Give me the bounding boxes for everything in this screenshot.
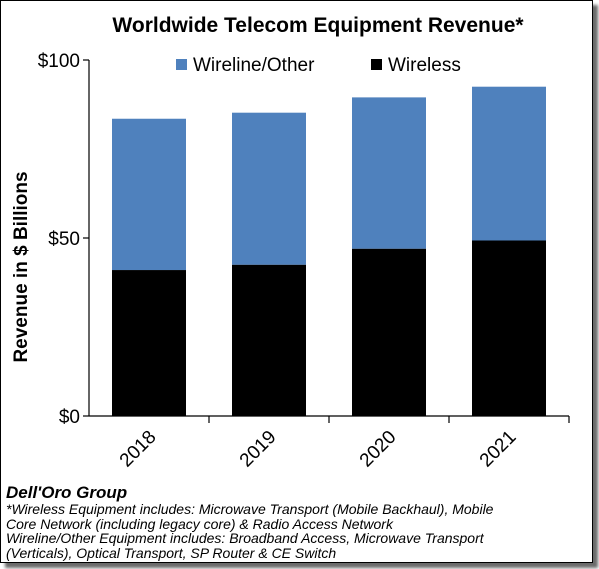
bar-wireline-other-2019 <box>232 112 306 265</box>
bar-wireless-2021 <box>472 240 546 416</box>
legend-label-wireless: Wireless <box>388 55 461 76</box>
plot-area: $0 $50 $100 2018 2019 2020 2021 <box>38 51 570 472</box>
legend-label-wireline-other: Wireline/Other <box>193 55 315 76</box>
y-tick-label: $0 <box>59 407 80 428</box>
bar-wireline-other-2018 <box>112 118 186 271</box>
bar-wireline-other-2021 <box>472 86 546 241</box>
bar-wireless-2019 <box>232 264 306 416</box>
legend-swatch-wireline-other <box>176 59 187 70</box>
y-tick-label: $50 <box>48 229 80 250</box>
y-axis-label: Revenue in $ Billions <box>11 171 32 362</box>
x-tick-label: 2020 <box>356 427 401 472</box>
footnote-line-4: (Verticals), Optical Transport, SP Route… <box>6 544 337 561</box>
bar-wireline-other-2020 <box>352 97 426 249</box>
x-tick-label: 2018 <box>116 427 161 472</box>
legend: Wireline/Other Wireless <box>176 55 461 76</box>
x-tick-label: 2019 <box>236 427 281 472</box>
footnote-line-1: *Wireless Equipment includes: Microwave … <box>6 501 494 517</box>
chart-title: Worldwide Telecom Equipment Revenue* <box>112 14 524 37</box>
bar-wireless-2020 <box>352 248 426 416</box>
footnote-line-3: Wireline/Other Equipment includes: Broad… <box>6 530 484 546</box>
footnote-line-2: Core Network (including legacy core) & R… <box>6 515 393 532</box>
bar-wireless-2018 <box>112 270 186 416</box>
y-tick-label: $100 <box>38 51 80 72</box>
x-tick-label: 2021 <box>476 427 521 472</box>
footer: Dell'Oro Group *Wireless Equipment inclu… <box>6 484 591 560</box>
source-credit: Dell'Oro Group <box>6 483 128 502</box>
legend-swatch-wireless <box>371 59 382 70</box>
